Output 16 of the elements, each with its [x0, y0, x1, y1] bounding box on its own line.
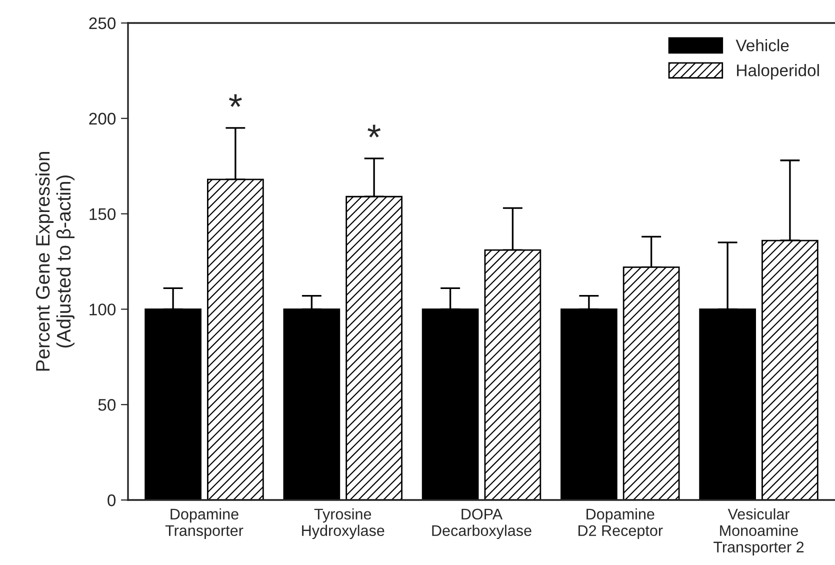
y-tick-label: 0 — [108, 494, 116, 506]
x-tick-label: Tyrosine Hydroxylase — [302, 508, 384, 540]
x-tick-label: Dopamine Transporter — [165, 508, 244, 540]
y-tick-label: 50 — [98, 399, 116, 411]
x-tick-label: Dopamine D2 Receptor — [578, 508, 663, 540]
y-tick-label: 100 — [90, 304, 116, 316]
legend-label: Vehicle — [736, 39, 789, 52]
annotation: * — [228, 94, 242, 107]
x-tick-label: Vesicular Monoamine Transporter 2 — [714, 508, 804, 556]
annotation: * — [368, 124, 381, 138]
legend-label: Haloperidol — [737, 64, 819, 80]
y-tick-label: 200 — [89, 112, 116, 125]
y-tick-label: 250 — [89, 17, 116, 30]
x-tick-label: DOPA Decarboxylase — [432, 508, 532, 540]
y-axis-title: Percent Gene Expression (Adjusted to β-actin) — [35, 152, 74, 371]
y-tick-label: 150 — [90, 208, 116, 220]
